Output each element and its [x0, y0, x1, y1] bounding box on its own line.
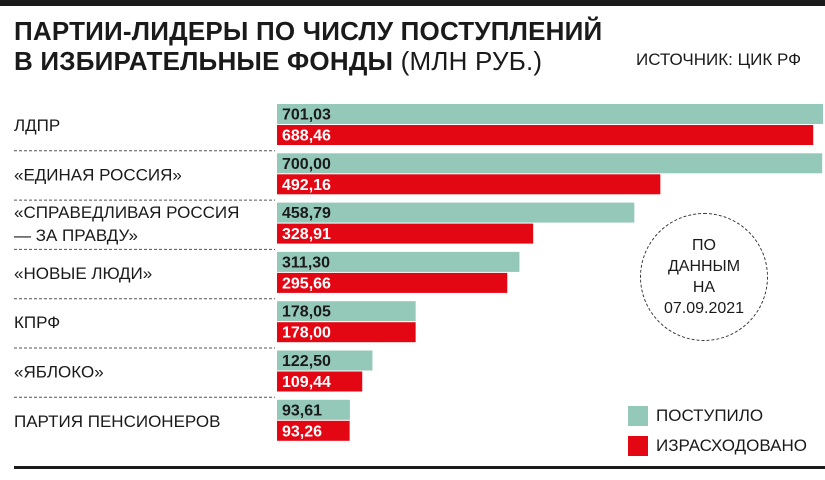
category-label: «ЯБЛОКО»	[14, 363, 104, 382]
bar-spent	[277, 420, 350, 441]
title-line-2-main: В ИЗБИРАТЕЛЬНЫЕ ФОНДЫ	[14, 46, 394, 76]
bar-received	[277, 202, 635, 223]
source-note: ИСТОЧНИК: ЦИК РФ	[636, 50, 802, 69]
bar-label-spent: 109,44	[282, 374, 331, 391]
bar-label-received: 700,00	[282, 156, 331, 173]
bottom-rule	[14, 466, 825, 469]
category-label: «НОВЫЕ ЛЮДИ»	[14, 264, 152, 283]
bar-received	[277, 399, 350, 420]
bar-spent	[277, 223, 534, 244]
chart-legend: ПОСТУПИЛО ИЗРАСХОДОВАНО	[628, 401, 807, 461]
category-label: ЛДПР	[14, 116, 60, 135]
bar-spent	[277, 272, 508, 293]
bar-received	[277, 350, 373, 371]
category-label: КПРФ	[14, 313, 60, 332]
date-note-line: ДАННЫМ	[667, 258, 741, 275]
bar-label-spent: 93,26	[282, 423, 322, 440]
bar-label-spent: 492,16	[282, 177, 331, 194]
bar-label-received: 458,79	[282, 205, 331, 222]
bar-label-spent: 178,00	[282, 325, 331, 342]
category-label: «ЕДИНАЯ РОССИЯ»	[14, 165, 182, 184]
top-rule	[0, 0, 825, 6]
bar-label-received: 311,30	[282, 254, 330, 271]
bar-spent	[277, 322, 416, 343]
date-note-line: 07.09.2021	[663, 300, 745, 317]
bar-spent	[277, 371, 363, 392]
bar-received	[277, 153, 823, 174]
bar-label-received: 178,05	[282, 304, 331, 321]
legend-label-received: ПОСТУПИЛО	[656, 406, 764, 425]
bar-received	[277, 251, 520, 272]
date-note-line: ПО	[692, 237, 716, 254]
legend-swatch-spent	[628, 436, 648, 456]
bar-label-spent: 295,66	[282, 275, 331, 292]
category-label: — ЗА ПРАВДУ»	[14, 226, 138, 245]
title-unit: (МЛН РУБ.)	[400, 46, 543, 76]
date-note-line: НА	[692, 279, 716, 296]
category-label: «СПРАВЕДЛИВАЯ РОССИЯ	[14, 203, 239, 222]
bar-received	[277, 301, 416, 322]
date-note: ПО ДАННЫМ НА 07.09.2021	[640, 213, 768, 341]
bar-label-spent: 328,91	[282, 226, 331, 243]
category-label: ПАРТИЯ ПЕНСИОНЕРОВ	[14, 412, 220, 431]
bar-label-spent: 688,46	[282, 128, 331, 145]
bar-spent	[277, 174, 661, 195]
bar-label-received: 701,03	[282, 107, 331, 124]
title-line-1: ПАРТИИ-ЛИДЕРЫ ПО ЧИСЛУ ПОСТУПЛЕНИЙ	[14, 16, 603, 46]
legend-swatch-received	[628, 406, 648, 426]
title-line-2: В ИЗБИРАТЕЛЬНЫЕ ФОНДЫ (МЛН РУБ.)	[14, 46, 602, 76]
chart-title: ПАРТИИ-ЛИДЕРЫ ПО ЧИСЛУ ПОСТУПЛЕНИЙ В ИЗБ…	[14, 16, 602, 76]
bar-label-received: 93,61	[282, 402, 322, 419]
date-note-text: ПО ДАННЫМ НА 07.09.2021	[664, 235, 744, 319]
bar-label-received: 122,50	[282, 353, 331, 370]
legend-label-spent: ИЗРАСХОДОВАНО	[656, 436, 807, 455]
legend-item-spent: ИЗРАСХОДОВАНО	[628, 431, 807, 461]
bar-received	[277, 104, 823, 124]
bar-spent	[277, 125, 814, 145]
legend-item-received: ПОСТУПИЛО	[628, 401, 807, 431]
